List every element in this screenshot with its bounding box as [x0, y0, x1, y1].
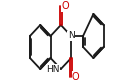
Text: N: N [68, 31, 75, 41]
Text: O: O [72, 72, 80, 82]
Text: HN: HN [47, 64, 60, 74]
Text: O: O [62, 1, 69, 11]
